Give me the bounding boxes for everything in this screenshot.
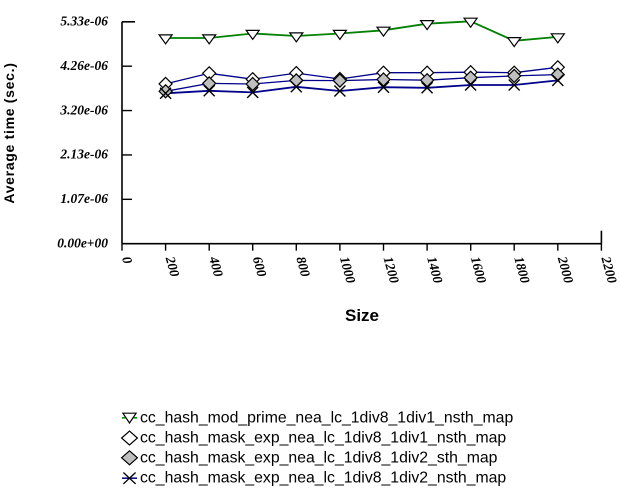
svg-text:cc_hash_mask_exp_nea_lc_1div8_: cc_hash_mask_exp_nea_lc_1div8_1div1_nsth…: [140, 430, 506, 447]
svg-text:1600: 1600: [468, 255, 490, 285]
svg-text:cc_hash_mask_exp_nea_lc_1div8_: cc_hash_mask_exp_nea_lc_1div8_1div2_sth_…: [140, 450, 498, 467]
svg-text:1.07e-06: 1.07e-06: [60, 191, 108, 206]
svg-text:200: 200: [162, 254, 182, 279]
svg-text:600: 600: [250, 255, 270, 279]
svg-text:cc_hash_mod_prime_nea_lc_1div8: cc_hash_mod_prime_nea_lc_1div8_1div1_nst…: [140, 410, 513, 427]
svg-text:1200: 1200: [381, 255, 403, 285]
svg-text:0: 0: [119, 255, 135, 266]
svg-text:2000: 2000: [555, 254, 577, 285]
svg-text:800: 800: [293, 255, 313, 279]
svg-text:1000: 1000: [337, 255, 359, 285]
svg-text:2.13e-06: 2.13e-06: [59, 147, 108, 162]
svg-text:2200: 2200: [598, 254, 620, 285]
svg-text:1400: 1400: [424, 255, 446, 285]
svg-text:4.26e-06: 4.26e-06: [59, 58, 108, 73]
svg-text:5.33e-06: 5.33e-06: [60, 14, 108, 29]
svg-text:400: 400: [206, 254, 226, 279]
svg-text:Average time (sec.): Average time (sec.): [1, 62, 17, 203]
svg-text:Size: Size: [345, 306, 379, 325]
svg-text:cc_hash_mask_exp_nea_lc_1div8_: cc_hash_mask_exp_nea_lc_1div8_1div2_nsth…: [140, 470, 506, 487]
svg-text:1800: 1800: [511, 255, 533, 285]
svg-text:3.20e-06: 3.20e-06: [59, 102, 108, 117]
svg-text:0.00e+00: 0.00e+00: [57, 235, 108, 250]
